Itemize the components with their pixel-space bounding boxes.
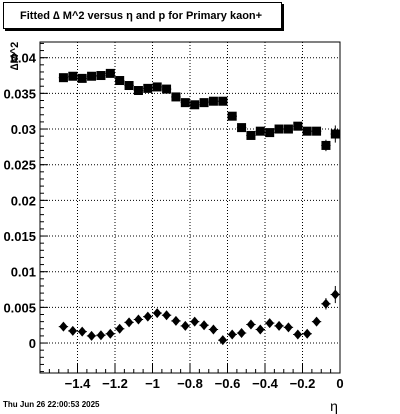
- data-point-square: [208, 96, 218, 106]
- data-point-diamond: [274, 320, 284, 331]
- data-point-square: [171, 92, 181, 102]
- data-point-square: [218, 96, 228, 106]
- data-point-diamond: [312, 316, 321, 327]
- y-tick-label: 0.005: [3, 300, 36, 315]
- data-point-square: [58, 73, 68, 83]
- y-tick-label: 0.015: [3, 229, 36, 244]
- data-point-diamond: [77, 326, 87, 337]
- data-layer: [58, 68, 341, 346]
- x-tick-label: 0: [336, 376, 343, 391]
- y-tick-label: 0.03: [11, 122, 36, 137]
- chart-title-box: Fitted ∆ M^2 versus η and p for Primary …: [3, 2, 282, 29]
- x-tick-label: −0.6: [215, 376, 241, 391]
- data-point-diamond: [321, 298, 331, 309]
- data-point-diamond: [134, 314, 143, 325]
- y-tick-label: 0.02: [11, 193, 36, 208]
- data-point-diamond: [87, 330, 96, 341]
- data-point-square: [246, 130, 256, 140]
- data-point-diamond: [181, 320, 190, 331]
- chart-title: Fitted ∆ M^2 versus η and p for Primary …: [20, 10, 263, 22]
- data-point-square: [152, 82, 162, 92]
- data-point-square: [227, 111, 237, 121]
- x-tick-label: −0.2: [290, 376, 316, 391]
- y-tick-label: 0.04: [11, 51, 37, 66]
- ticks-layer: 0 0.005 0.01 0.015 0.02 0.025 0.03 0.035 0.04 −1.…: [3, 42, 344, 391]
- data-point-diamond: [256, 324, 265, 335]
- data-point-square: [115, 76, 125, 86]
- data-point-diamond: [302, 328, 312, 339]
- data-point-diamond: [143, 311, 153, 322]
- data-point-square: [68, 71, 78, 81]
- data-point-square: [237, 123, 247, 133]
- data-point-diamond: [59, 321, 68, 332]
- x-tick-label: −1: [145, 376, 160, 391]
- data-point-square: [143, 83, 153, 93]
- y-tick-label: 0.025: [3, 158, 36, 173]
- data-point-diamond: [331, 289, 340, 300]
- data-point-square: [190, 100, 200, 110]
- timestamp-footer: Thu Jun 26 22:00:53 2025: [3, 400, 100, 409]
- grid-layer: [40, 42, 341, 373]
- data-point-square: [199, 98, 209, 108]
- data-point-square: [87, 71, 97, 81]
- data-point-square: [105, 68, 115, 78]
- data-point-square: [293, 121, 303, 131]
- data-point-diamond: [237, 328, 246, 339]
- y-tick-label: 0.035: [3, 86, 36, 101]
- data-point-square: [96, 71, 106, 81]
- data-point-diamond: [246, 319, 256, 330]
- data-point-diamond: [190, 316, 199, 327]
- data-point-diamond: [115, 323, 124, 334]
- data-point-square: [133, 86, 143, 96]
- data-point-diamond: [218, 335, 228, 346]
- y-tick-label: 0.01: [11, 265, 36, 280]
- x-tick-label: −1.2: [102, 376, 128, 391]
- data-point-diamond: [209, 324, 218, 335]
- data-point-square: [162, 84, 172, 94]
- data-point-square: [255, 126, 265, 136]
- data-point-diamond: [227, 329, 237, 340]
- data-point-square: [265, 128, 275, 138]
- y-axis-label: ∆M^2: [9, 42, 21, 70]
- data-point-diamond: [152, 308, 162, 319]
- data-point-diamond: [124, 317, 134, 328]
- data-point-square: [124, 81, 134, 91]
- data-point-diamond: [293, 329, 303, 340]
- x-axis-label: η: [330, 398, 338, 414]
- data-point-square: [330, 129, 340, 139]
- data-point-diamond: [171, 315, 181, 326]
- data-point-square: [312, 126, 322, 136]
- data-point-square: [180, 98, 190, 108]
- data-point-square: [274, 124, 284, 134]
- data-point-diamond: [106, 328, 115, 339]
- x-tick-label: −0.8: [177, 376, 203, 391]
- x-tick-label: −0.4: [252, 376, 278, 391]
- data-point-square: [77, 73, 87, 83]
- data-point-diamond: [162, 310, 171, 321]
- data-point-square: [302, 126, 312, 136]
- data-point-square: [283, 124, 293, 134]
- data-point-diamond: [96, 330, 106, 341]
- data-point-diamond: [265, 318, 274, 329]
- data-point-diamond: [199, 320, 209, 331]
- y-tick-label: 0: [29, 336, 36, 351]
- data-point-diamond: [68, 325, 78, 336]
- x-tick-label: −1.4: [65, 376, 91, 391]
- data-point-square: [321, 140, 331, 150]
- data-point-diamond: [284, 322, 293, 333]
